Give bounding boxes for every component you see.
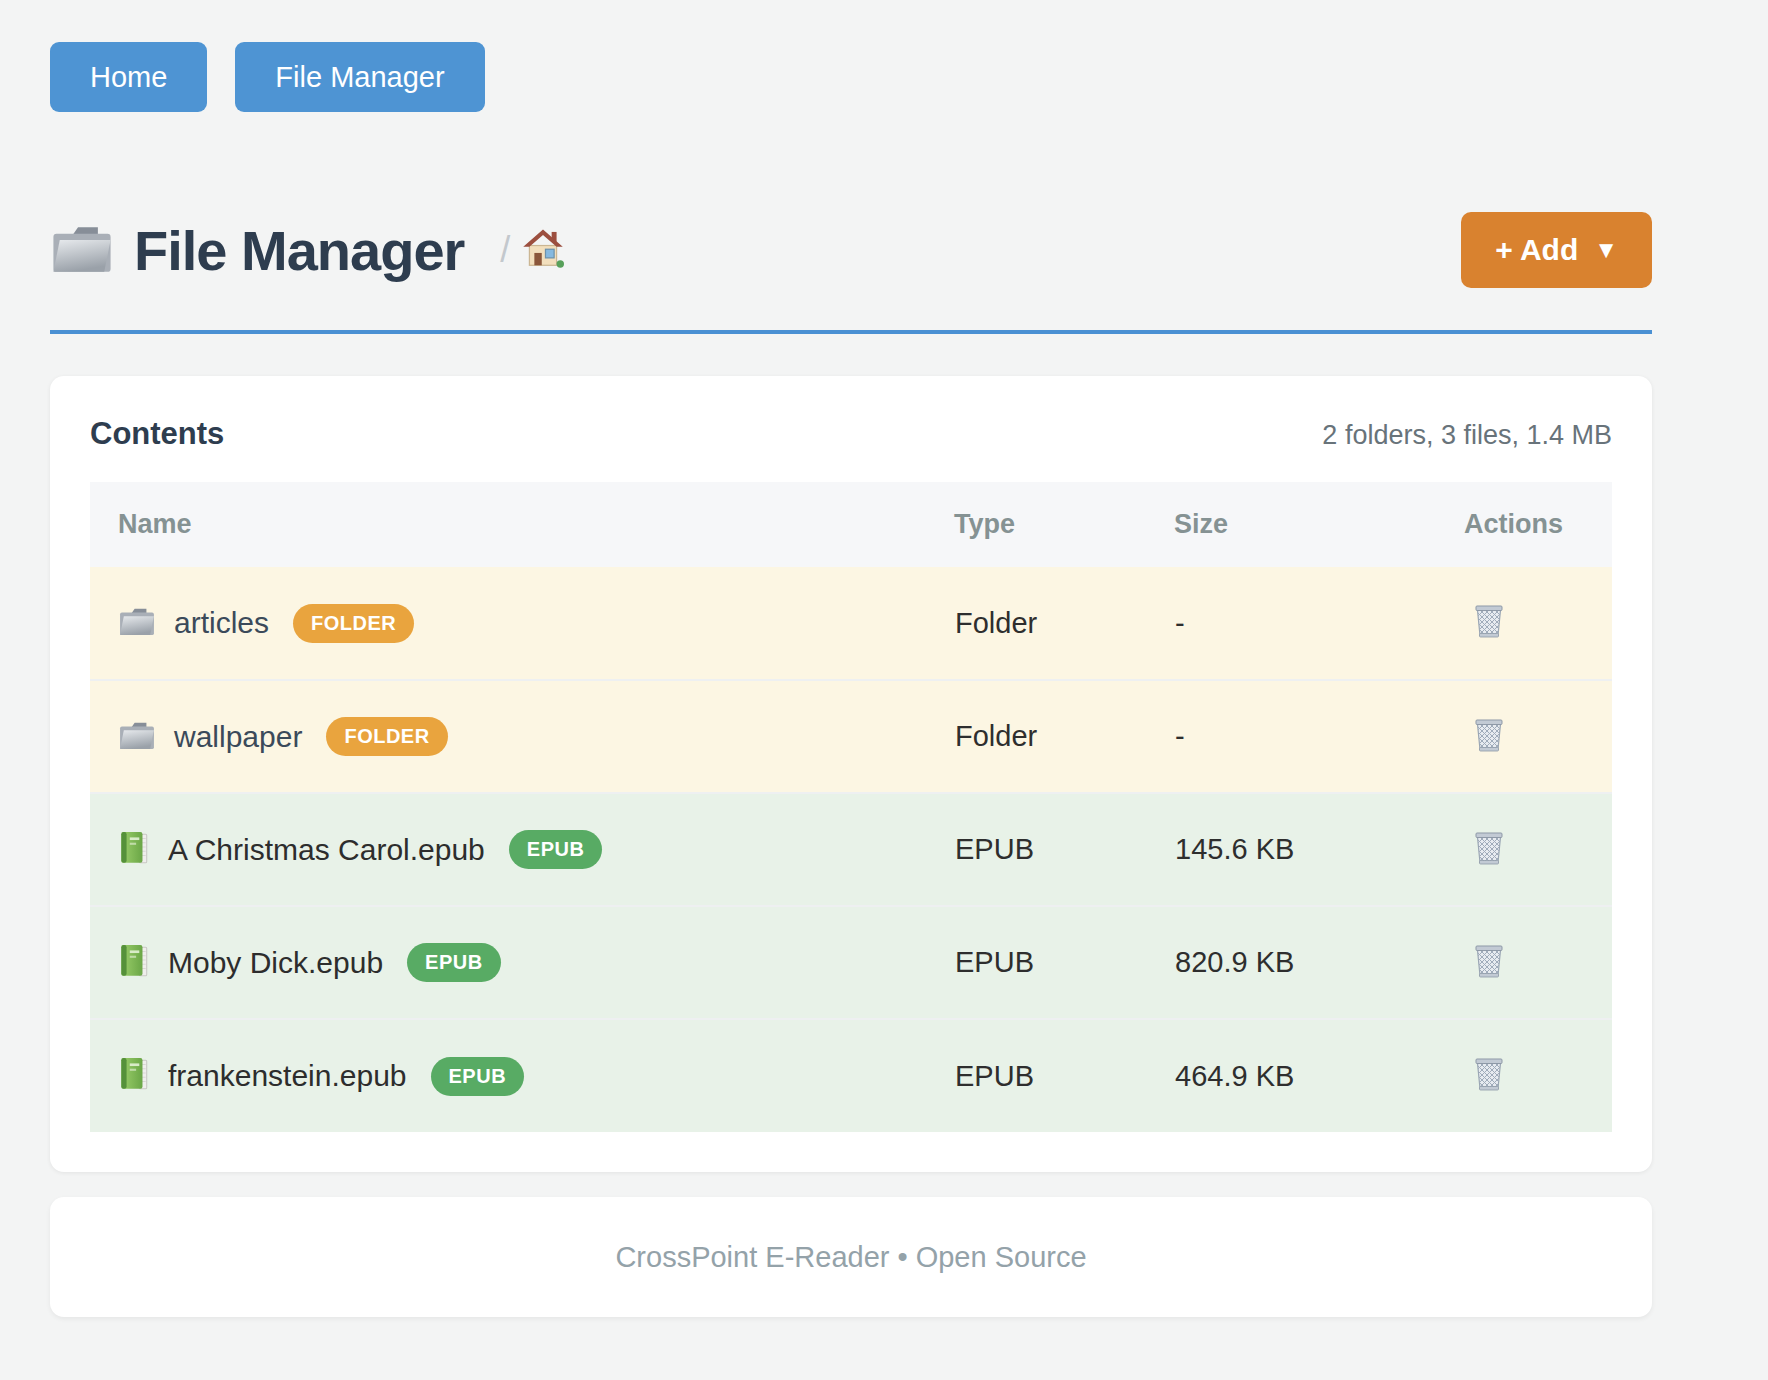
page-header: File Manager / + Add ▼ <box>50 208 1652 292</box>
table-header-row: Name Type Size Actions <box>90 482 1612 567</box>
entry-name[interactable]: frankenstein.epub <box>168 1059 407 1093</box>
folder-icon <box>50 221 114 279</box>
trash-icon <box>1472 742 1506 757</box>
contents-title: Contents <box>90 416 224 452</box>
table-row: Moby Dick.epub EPUB EPUB 820.9 KB <box>90 906 1612 1019</box>
page-title: File Manager <box>50 218 464 283</box>
entry-name[interactable]: articles <box>174 606 269 640</box>
entry-type: EPUB <box>954 793 1174 906</box>
entry-name[interactable]: Moby Dick.epub <box>168 946 383 980</box>
epub-badge: EPUB <box>407 943 501 982</box>
delete-button[interactable] <box>1472 829 1506 867</box>
contents-card-header: Contents 2 folders, 3 files, 1.4 MB <box>90 416 1612 452</box>
table-row: A Christmas Carol.epub EPUB EPUB 145.6 K… <box>90 793 1612 906</box>
delete-button[interactable] <box>1472 602 1506 640</box>
table-row: frankenstein.epub EPUB EPUB 464.9 KB <box>90 1019 1612 1132</box>
folder-icon <box>118 719 156 755</box>
column-header-name: Name <box>90 482 954 567</box>
page-title-text: File Manager <box>134 218 464 283</box>
footer-text: CrossPoint E-Reader • Open Source <box>615 1241 1086 1274</box>
delete-button[interactable] <box>1472 942 1506 980</box>
column-header-type: Type <box>954 482 1174 567</box>
nav-home-button[interactable]: Home <box>50 42 207 112</box>
folder-badge: FOLDER <box>326 717 447 756</box>
column-header-size: Size <box>1174 482 1464 567</box>
column-header-actions: Actions <box>1464 482 1612 567</box>
entry-type: EPUB <box>954 906 1174 1019</box>
delete-button[interactable] <box>1472 716 1506 754</box>
table-row: articles FOLDER Folder - <box>90 567 1612 680</box>
entry-size: - <box>1174 680 1464 793</box>
epub-badge: EPUB <box>509 830 603 869</box>
table-row: wallpaper FOLDER Folder - <box>90 680 1612 793</box>
entry-name[interactable]: A Christmas Carol.epub <box>168 833 485 867</box>
top-nav: Home File Manager <box>50 42 1652 112</box>
footer: CrossPoint E-Reader • Open Source <box>50 1197 1652 1317</box>
epub-badge: EPUB <box>431 1057 525 1096</box>
book-icon <box>118 830 150 870</box>
trash-icon <box>1472 855 1506 870</box>
contents-summary: 2 folders, 3 files, 1.4 MB <box>1322 420 1612 451</box>
entry-size: 820.9 KB <box>1174 906 1464 1019</box>
nav-file-manager-button[interactable]: File Manager <box>235 42 484 112</box>
entry-size: 464.9 KB <box>1174 1019 1464 1132</box>
entry-type: Folder <box>954 680 1174 793</box>
home-icon[interactable] <box>522 228 564 272</box>
entry-type: Folder <box>954 567 1174 680</box>
trash-icon <box>1472 1081 1506 1096</box>
book-icon <box>118 1056 150 1096</box>
book-icon <box>118 943 150 983</box>
entry-size: 145.6 KB <box>1174 793 1464 906</box>
trash-icon <box>1472 968 1506 983</box>
folder-icon <box>118 605 156 641</box>
breadcrumb: / <box>500 228 564 272</box>
file-table: Name Type Size Actions articles FOLDER <box>90 482 1612 1132</box>
add-button-label: + Add <box>1495 233 1578 267</box>
add-button[interactable]: + Add ▼ <box>1461 212 1652 288</box>
folder-badge: FOLDER <box>293 604 414 643</box>
title-divider <box>50 330 1652 334</box>
contents-card: Contents 2 folders, 3 files, 1.4 MB Name… <box>50 376 1652 1172</box>
chevron-down-icon: ▼ <box>1594 236 1618 264</box>
breadcrumb-separator: / <box>500 229 510 271</box>
delete-button[interactable] <box>1472 1055 1506 1093</box>
entry-name[interactable]: wallpaper <box>174 720 302 754</box>
entry-size: - <box>1174 567 1464 680</box>
page-container: Home File Manager File Manager / + Add ▼… <box>50 0 1652 1317</box>
trash-icon <box>1472 628 1506 643</box>
entry-type: EPUB <box>954 1019 1174 1132</box>
